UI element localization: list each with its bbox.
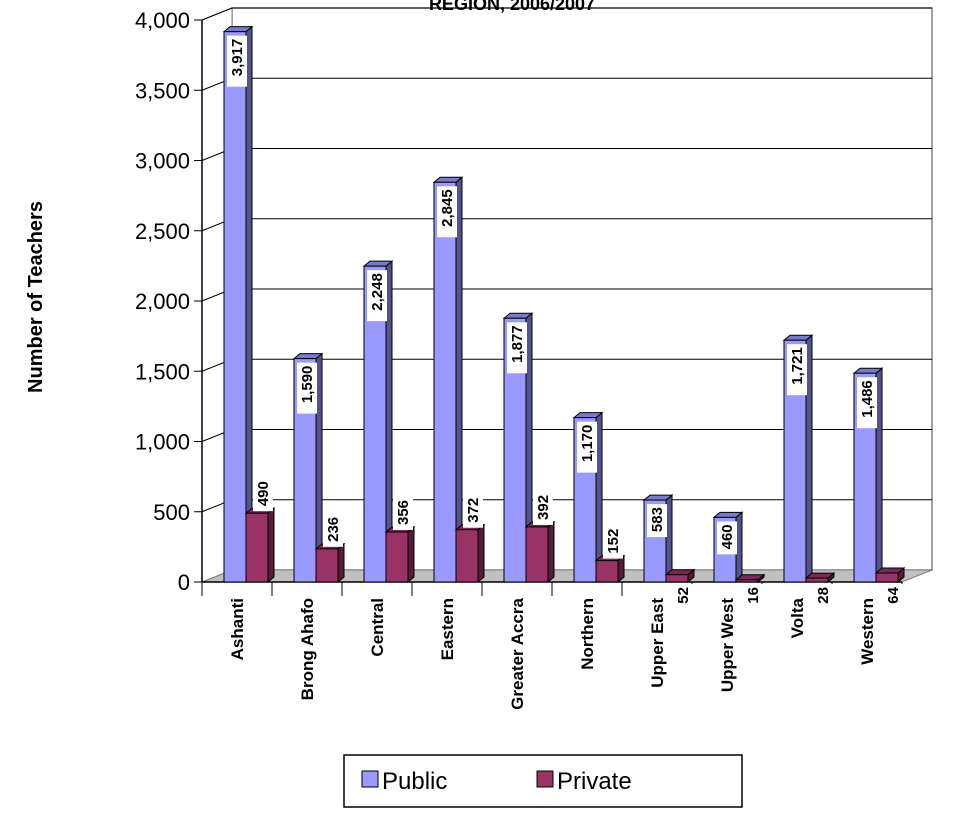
bar-private-eastern [454,523,486,584]
svg-text:64: 64 [885,586,902,603]
svg-text:356: 356 [395,500,412,525]
svg-text:460: 460 [719,524,736,549]
value-label-public: 1,170 [577,421,597,473]
legend-label-private: Private [557,768,632,795]
y-tick-label: 1,500 [135,359,190,384]
value-label-public: 1,590 [297,362,317,414]
svg-text:1,170: 1,170 [579,425,596,463]
value-label-public: 2,248 [367,270,387,322]
x-category-label: Upper East [648,598,667,688]
svg-text:16: 16 [745,587,762,604]
x-category-label: Central [368,598,387,657]
x-category-label: Volta [788,597,807,638]
bar-private-western [874,566,906,584]
y-tick-label: 3,000 [135,149,190,174]
svg-text:1,486: 1,486 [859,380,876,418]
bar-public-central [362,260,394,584]
x-category-label: Upper West [718,598,737,692]
value-label-public: 460 [717,521,737,555]
value-label-public: 583 [647,504,667,538]
svg-text:2,845: 2,845 [439,189,456,227]
y-axis-title: Number of Teachers [25,201,47,393]
value-label-private: 64 [883,584,903,608]
bar-private-greater-accra [524,520,556,584]
legend-label-public: Public [382,768,447,795]
value-label-public: 1,877 [507,322,527,374]
value-label-public: 1,486 [857,377,877,429]
svg-text:52: 52 [675,587,692,604]
legend-swatch-public [361,770,379,788]
value-label-private: 392 [533,491,553,525]
svg-text:392: 392 [535,495,552,520]
value-label-private: 152 [603,525,623,559]
bar-private-volta [804,571,836,584]
value-label-private: 52 [673,584,693,608]
legend-swatch-private [536,770,554,788]
svg-text:152: 152 [605,529,622,554]
svg-text:3,917: 3,917 [229,39,246,77]
value-label-private: 16 [743,584,763,608]
bar-public-eastern [432,176,464,584]
bar-private-upper-east [664,568,696,584]
value-label-private: 490 [253,478,273,512]
svg-text:1,721: 1,721 [789,347,806,385]
y-tick-label: 2,000 [135,289,190,314]
value-label-private: 356 [393,496,413,530]
x-category-label: Western [858,598,877,665]
svg-text:236: 236 [325,517,342,542]
gridline [201,7,932,21]
x-category-label: Eastern [438,598,457,660]
bar-public-ashanti [222,25,254,584]
legend: Public Private [343,754,743,808]
bar-private-upper-west [734,573,766,584]
svg-text:1,590: 1,590 [299,366,316,404]
value-label-private: 28 [813,584,833,608]
bar-private-ashanti [244,507,276,584]
bar-public-brong-ahafo [292,352,324,584]
x-category-label: Greater Accra [508,597,527,709]
svg-text:583: 583 [649,507,666,532]
x-category-label: Ashanti [228,598,247,660]
chart-title: REGION, 2006/2007 [429,0,595,14]
svg-text:490: 490 [255,481,272,506]
bar-private-brong-ahafo [314,542,346,584]
x-category-label: Northern [578,598,597,670]
y-tick-label: 500 [153,500,190,525]
value-label-public: 3,917 [227,35,247,87]
y-tick-label: 2,500 [135,219,190,244]
svg-text:1,877: 1,877 [509,325,526,363]
y-tick-label: 0 [178,570,190,595]
svg-text:372: 372 [465,498,482,523]
bar-private-central [384,525,416,584]
bar-private-northern [594,554,626,584]
svg-text:28: 28 [815,587,832,604]
value-label-private: 236 [323,513,343,547]
value-label-public: 2,845 [437,186,457,238]
value-label-private: 372 [463,494,483,528]
svg-text:2,248: 2,248 [369,273,386,311]
y-tick-label: 1,000 [135,430,190,455]
value-label-public: 1,721 [787,344,807,396]
x-category-label: Brong Ahafo [298,598,317,700]
bar-public-greater-accra [502,312,534,584]
y-tick-label: 4,000 [135,8,190,33]
y-tick-label: 3,500 [135,78,190,103]
